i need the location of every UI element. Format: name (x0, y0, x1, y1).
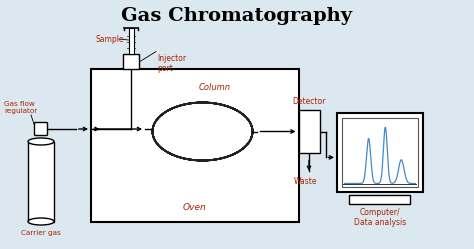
Ellipse shape (28, 218, 54, 225)
Bar (337, 113, 423, 191)
Bar (91, 69, 299, 222)
Bar (123, 54, 139, 69)
Text: Sample: Sample (96, 35, 124, 44)
Text: Computer/
Data analysis: Computer/ Data analysis (354, 208, 406, 227)
Bar (349, 194, 410, 203)
Text: Carrier gas: Carrier gas (21, 230, 61, 236)
Bar (28, 141, 54, 222)
Text: Column: Column (199, 82, 231, 91)
FancyBboxPatch shape (35, 123, 47, 135)
Text: Gas flow
regulator: Gas flow regulator (4, 101, 37, 114)
Text: Oven: Oven (183, 202, 207, 211)
Bar (342, 118, 418, 187)
Text: Gas Chromatography: Gas Chromatography (121, 6, 353, 24)
Bar (299, 110, 319, 153)
Text: Detector: Detector (292, 97, 326, 106)
Ellipse shape (28, 138, 54, 145)
Text: Waste: Waste (293, 177, 317, 186)
Bar (128, 28, 134, 54)
Text: Injector
port: Injector port (157, 54, 186, 73)
